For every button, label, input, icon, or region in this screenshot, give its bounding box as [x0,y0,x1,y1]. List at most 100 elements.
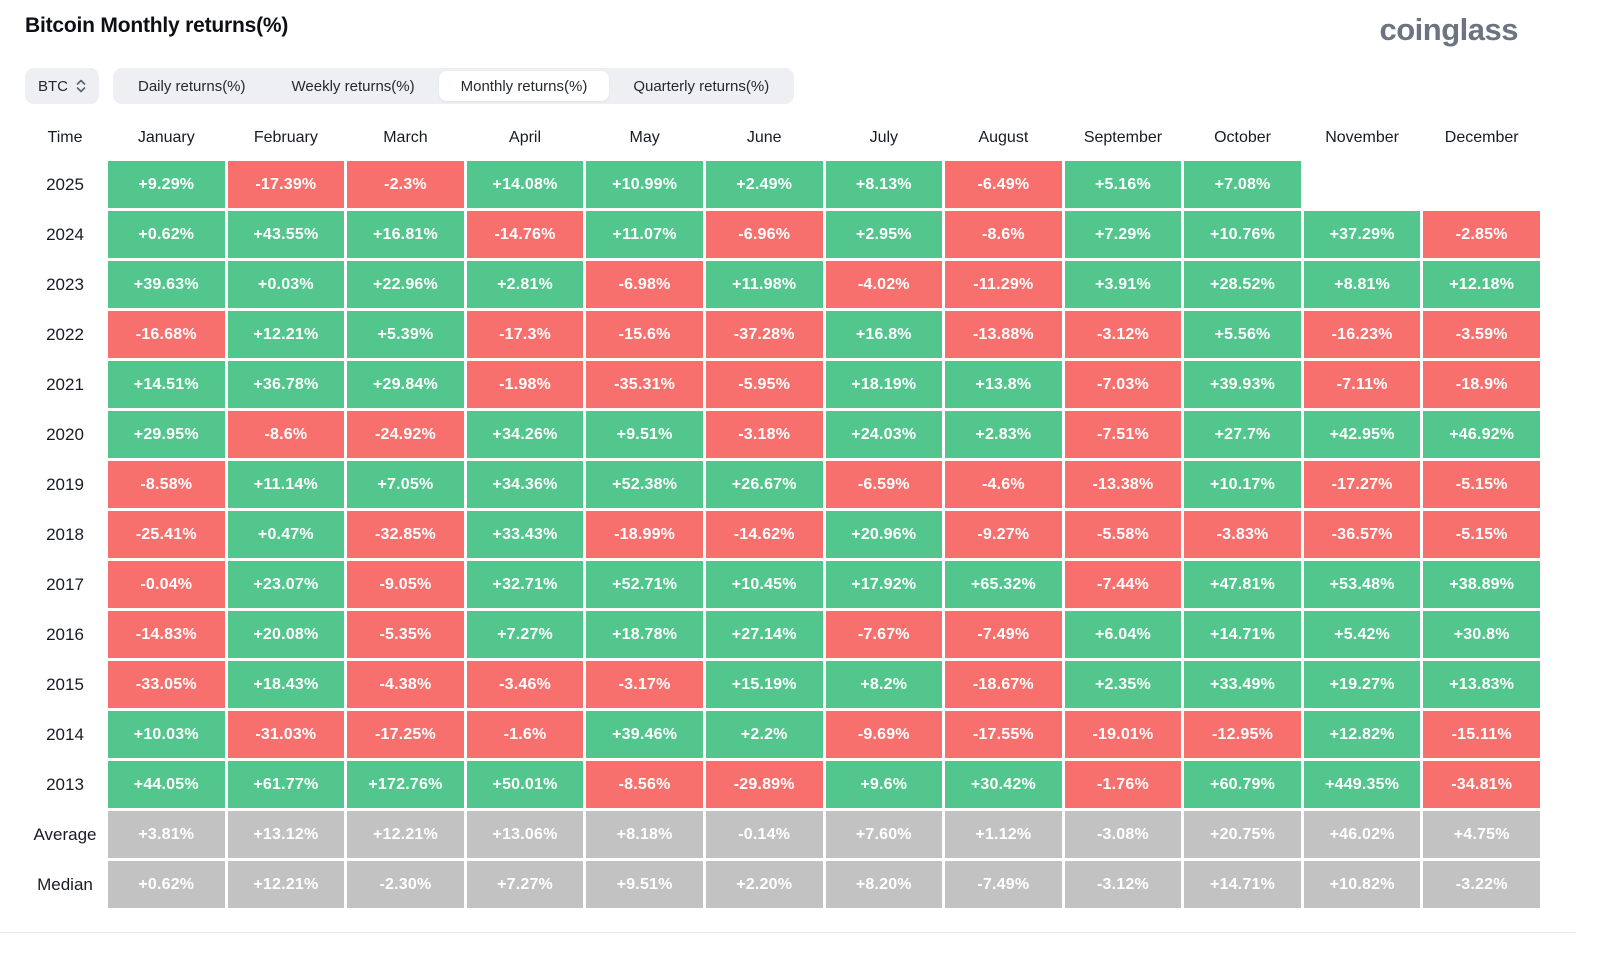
return-cell: +37.29% [1303,211,1421,258]
coinglass-logo: coinglass [1379,12,1519,47]
return-cell: -3.17% [586,661,703,708]
row-label: 2014 [46,724,84,744]
return-cell: -5.15% [1423,511,1540,558]
return-cell: +11.14% [227,461,345,508]
return-cell: +7.29% [1064,211,1182,258]
return-cell: -17.55% [945,711,1062,758]
return-cell: +14.71% [1184,611,1301,658]
return-cell: +7.05% [347,461,464,508]
return-cell: -12.95% [1184,711,1301,758]
return-cell: -6.98% [586,261,703,308]
return-cell: -24.92% [347,411,464,458]
return-cell: +4.75% [1423,811,1540,858]
return-cell: -14.83% [108,611,225,658]
return-cell: +29.84% [347,361,464,408]
return-cell: -8.6% [227,411,345,458]
return-cell: -17.25% [347,711,464,758]
return-cell: -6.49% [945,161,1062,208]
return-cell: +172.76% [347,761,464,808]
return-cell: -9.69% [825,711,943,758]
return-cell: +22.96% [347,261,464,308]
return-cell: +20.75% [1184,811,1301,858]
return-cell: +12.18% [1423,261,1540,308]
return-cell: +33.43% [466,511,584,558]
return-cell: +20.96% [825,511,943,558]
return-cell: -33.05% [108,661,225,708]
return-cell: -15.6% [586,311,703,358]
return-cell: +0.47% [227,511,345,558]
month-header: February [253,129,318,146]
month-header: June [746,129,782,146]
return-cell: +39.63% [108,261,225,308]
return-cell: -3.59% [1423,311,1540,358]
return-cell: -35.31% [586,361,703,408]
month-header: October [1214,129,1271,146]
return-cell: +12.82% [1303,711,1421,758]
month-header: August [978,129,1029,146]
return-cell: -31.03% [227,711,345,758]
return-cell: -9.05% [347,561,464,608]
return-cell: -7.44% [1064,561,1182,608]
return-cell: +17.92% [825,561,943,608]
return-cell: -18.99% [586,511,703,558]
return-cell: +8.13% [825,161,943,208]
return-cell: +12.21% [227,861,345,908]
return-cell: -3.46% [466,661,584,708]
return-cell: -17.27% [1303,461,1421,508]
return-cell: -0.04% [108,561,225,608]
return-cell: -16.23% [1303,311,1421,358]
return-cell: +27.14% [705,611,823,658]
return-cell: +3.81% [108,811,225,858]
return-cell: +7.08% [1184,161,1301,208]
coinglass-page: Bitcoin Monthly returns(%) coinglass BTC… [25,12,1540,908]
return-cell: +6.04% [1064,611,1182,658]
return-cell: +0.03% [227,261,345,308]
return-cell: +14.51% [108,361,225,408]
row-label: 2017 [46,574,84,594]
month-header: March [383,129,428,146]
return-cell: -32.85% [347,511,464,558]
return-cell: +18.19% [825,361,943,408]
return-cell: +20.08% [227,611,345,658]
return-cell: -5.35% [347,611,464,658]
return-cell: +61.77% [227,761,345,808]
return-cell: +33.49% [1184,661,1301,708]
bottom-divider [0,932,1575,933]
symbol-select[interactable]: BTC [25,68,99,104]
return-cell: -5.58% [1064,511,1182,558]
return-cell: +43.55% [227,211,345,258]
tab-daily-returns[interactable]: Daily returns(%) [116,71,268,101]
return-cell: +7.27% [466,861,584,908]
tab-weekly-returns[interactable]: Weekly returns(%) [270,71,437,101]
return-cell [1304,161,1421,208]
return-cell: -7.51% [1064,411,1182,458]
month-header: September [1083,129,1163,146]
return-cell: +3.91% [1064,261,1182,308]
return-cell: -17.39% [227,161,345,208]
return-cell: +2.2% [705,711,823,758]
return-cell: +2.83% [945,411,1062,458]
return-cell: +5.16% [1064,161,1182,208]
return-cell: +8.2% [825,661,943,708]
return-cell: +9.6% [825,761,943,808]
return-cell: +52.38% [586,461,703,508]
tab-quarterly-returns[interactable]: Quarterly returns(%) [611,71,791,101]
return-cell: +16.8% [825,311,943,358]
tab-monthly-returns[interactable]: Monthly returns(%) [438,71,610,101]
return-cell: +47.81% [1184,561,1301,608]
return-cell: -5.15% [1423,461,1540,508]
row-label: 2022 [46,324,84,344]
month-header: May [629,129,660,146]
return-cell: +10.99% [586,161,703,208]
return-cell: -18.67% [945,661,1062,708]
return-cell: +52.71% [586,561,703,608]
return-cell: -15.11% [1423,711,1540,758]
return-cell: +26.67% [705,461,823,508]
updown-chevron-icon [76,78,86,94]
return-cell: +8.81% [1303,261,1421,308]
return-cell: +449.35% [1303,761,1421,808]
return-cell: +29.95% [108,411,225,458]
return-cell: -8.6% [945,211,1062,258]
row-label: 2025 [46,174,84,194]
return-cell: -2.3% [347,161,464,208]
